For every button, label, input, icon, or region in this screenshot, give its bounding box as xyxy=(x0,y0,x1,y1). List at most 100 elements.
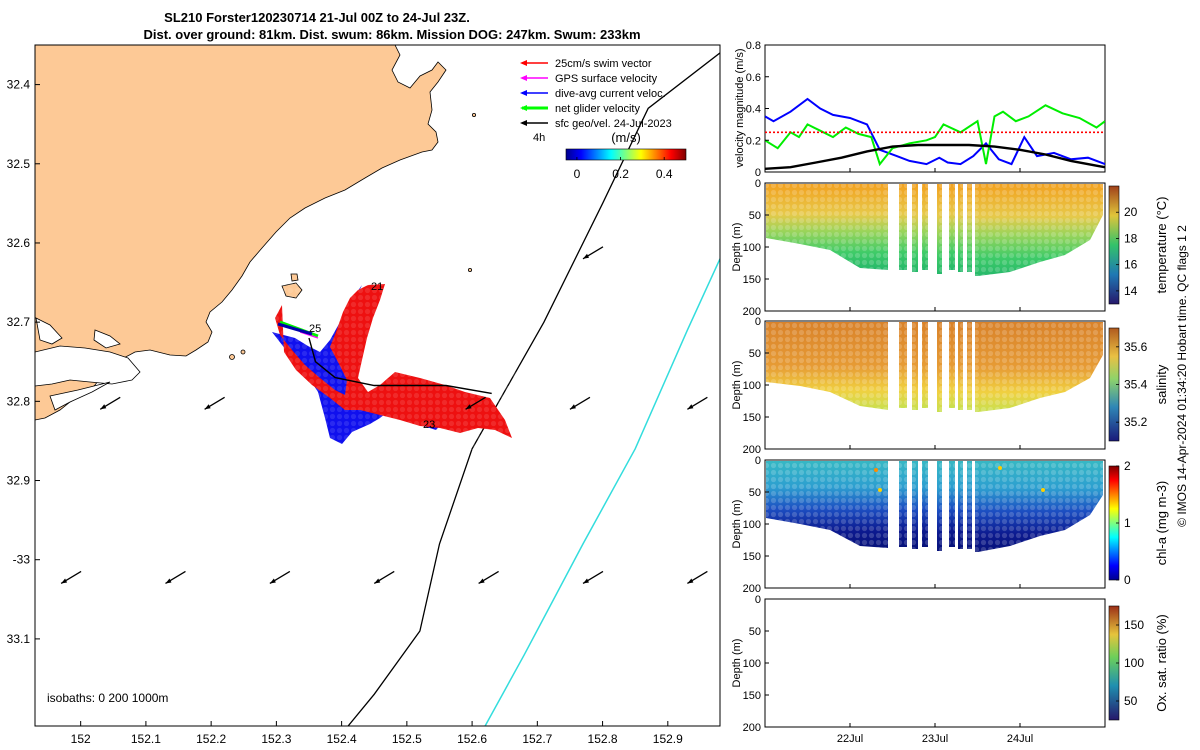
temperature-field xyxy=(766,184,1104,310)
map-y-tick-label: 32.6 xyxy=(7,236,31,250)
depth-tick-label: 100 xyxy=(743,242,761,254)
colorbar-label: chl-a (mg m-3) xyxy=(1154,481,1169,566)
depth-ylabel: Depth (m) xyxy=(731,639,743,688)
salinity-field xyxy=(766,322,1104,448)
chla-field xyxy=(766,461,1104,587)
salinity-panel xyxy=(764,320,1120,450)
depth-tick-label: 200 xyxy=(743,583,761,595)
glider-track xyxy=(308,337,492,395)
map-y-ticks: 32.4 32.5 32.6 32.7 32.8 32.9 -33 33.1 xyxy=(7,78,40,646)
sfc-velocity-vector xyxy=(373,570,395,585)
colorbar-tick-label: 35.2 xyxy=(1124,415,1148,429)
map-x-tick-label: 152.9 xyxy=(653,732,683,746)
isobath-1000m xyxy=(484,258,720,726)
map-x-tick-label: 152.2 xyxy=(196,732,226,746)
depth-tick-label: 50 xyxy=(749,348,761,360)
velocity-series-0 xyxy=(765,97,1105,166)
depth-tick-label: 100 xyxy=(743,380,761,392)
velocity-tick-label: 0.6 xyxy=(746,72,761,84)
colorbar-tick-label: 0.4 xyxy=(656,167,673,181)
depth-tick-label: 0 xyxy=(755,594,761,606)
legend-item: dive-avg current veloc. xyxy=(520,88,666,100)
colorbar-tick-label: 20 xyxy=(1124,205,1138,219)
legend-item: net glider velocity xyxy=(520,103,640,115)
map-x-tick-label: 152.6 xyxy=(457,732,487,746)
time-tick-label: 23Jul xyxy=(922,733,948,745)
velocity-tick-label: 0 xyxy=(755,167,761,179)
colorbar-tick-label: 35.4 xyxy=(1124,378,1148,392)
map-x-tick-label: 152.4 xyxy=(327,732,357,746)
colorbar-unit-label: (m/s) xyxy=(611,130,641,145)
speed-colorbar xyxy=(565,148,687,161)
oxygen-panel xyxy=(764,598,1120,728)
depth-ylabel: Depth (m) xyxy=(731,361,743,410)
time-axis-ticks: 22Jul 23Jul 24Jul xyxy=(837,168,1033,745)
day-label-21: 21 xyxy=(371,281,383,293)
map-x-ticks: 152 152.1 152.2 152.3 152.4 152.5 152.6 152.7 15… xyxy=(71,721,683,746)
map-x-tick-label: 152.7 xyxy=(522,732,552,746)
colorbar-tick-label: 0.2 xyxy=(612,167,629,181)
sfc-velocity-vector xyxy=(99,396,121,410)
depth-tick-label: 0 xyxy=(755,178,761,190)
colorbar-label: salinity xyxy=(1154,364,1169,404)
depth-tick-label: 50 xyxy=(749,210,761,222)
sfc-velocity-vector xyxy=(582,246,604,260)
map-x-tick-label: 152 xyxy=(71,732,91,746)
footer-note: © IMOS 14-Apr-2024 01:34:20 Hobart time.… xyxy=(1175,225,1189,527)
map-y-tick-label: 32.9 xyxy=(7,474,31,488)
colorbar-tick-label: 2 xyxy=(1124,459,1131,473)
colorbar-tick-label: 18 xyxy=(1124,231,1138,245)
day-label-25: 25 xyxy=(309,323,321,335)
map-y-tick-label: 32.5 xyxy=(7,157,31,171)
map-panel: 21 25 23 152 152.1 152.2 152.3 152.4 152.5 152… xyxy=(7,44,721,746)
temperature-panel xyxy=(764,182,1120,312)
colorbar-tick-label: 150 xyxy=(1124,618,1144,632)
surface-velocity-vectors xyxy=(60,246,708,585)
temperature-colorbar xyxy=(1108,185,1120,305)
scale-label: 4h xyxy=(533,132,545,144)
map-x-tick-label: 152.8 xyxy=(588,732,618,746)
depth-tick-label: 0 xyxy=(755,455,761,467)
velocity-series-1 xyxy=(765,104,1105,167)
map-x-tick-label: 152.5 xyxy=(392,732,422,746)
time-tick-label: 22Jul xyxy=(837,733,863,745)
depth-tick-label: 150 xyxy=(743,274,761,286)
map-y-tick-label: 32.8 xyxy=(7,394,31,408)
legend-label: net glider velocity xyxy=(555,103,640,115)
colorbar-tick-label: 16 xyxy=(1124,258,1138,272)
depth-tick-label: 200 xyxy=(743,444,761,456)
velocity-series-2 xyxy=(765,143,1105,170)
depth-ylabel: Depth (m) xyxy=(731,223,743,272)
sfc-velocity-vector xyxy=(465,396,486,410)
sfc-velocity-vector xyxy=(569,396,591,410)
colorbar-label: temperature (°C) xyxy=(1154,197,1169,294)
colorbar-tick-label: 100 xyxy=(1124,656,1144,670)
legend-item: 25cm/s swim vector xyxy=(520,58,652,70)
sfc-velocity-vector xyxy=(687,396,708,410)
legend-label: sfc geo/vel. 24-Jul-2023 xyxy=(555,118,672,130)
colorbar-tick-label: 0 xyxy=(1124,573,1131,587)
colorbar-tick-label: 35.6 xyxy=(1124,340,1148,354)
velocity-tick-label: 0.4 xyxy=(746,104,761,116)
map-x-tick-label: 152.3 xyxy=(261,732,291,746)
colorbar-tick-label: 14 xyxy=(1124,284,1138,298)
velocity-tick-label: 0.2 xyxy=(746,135,761,147)
map-frame xyxy=(34,44,721,727)
legend-item: sfc geo/vel. 24-Jul-2023 xyxy=(520,118,672,130)
velocity-tick-label: 0.8 xyxy=(746,40,761,52)
sfc-velocity-vector xyxy=(687,570,708,585)
depth-tick-label: 50 xyxy=(749,487,761,499)
title-line-1: SL210 Forster120230714 21-Jul 00Z to 24-… xyxy=(164,10,470,25)
depth-tick-label: 200 xyxy=(743,306,761,318)
legend-label: 25cm/s swim vector xyxy=(555,58,652,70)
map-x-tick-label: 152.1 xyxy=(131,732,161,746)
title-line-2: Dist. over ground: 81km. Dist. swum: 86k… xyxy=(143,27,640,42)
depth-tick-label: 150 xyxy=(743,412,761,424)
sfc-velocity-vector xyxy=(204,396,225,410)
isobaths-label: isobaths: 0 200 1000m xyxy=(47,691,168,705)
map-y-tick-label: 33.1 xyxy=(7,632,31,646)
depth-tick-label: 100 xyxy=(743,519,761,531)
glider-vectors xyxy=(270,280,520,450)
depth-tick-label: 150 xyxy=(743,690,761,702)
